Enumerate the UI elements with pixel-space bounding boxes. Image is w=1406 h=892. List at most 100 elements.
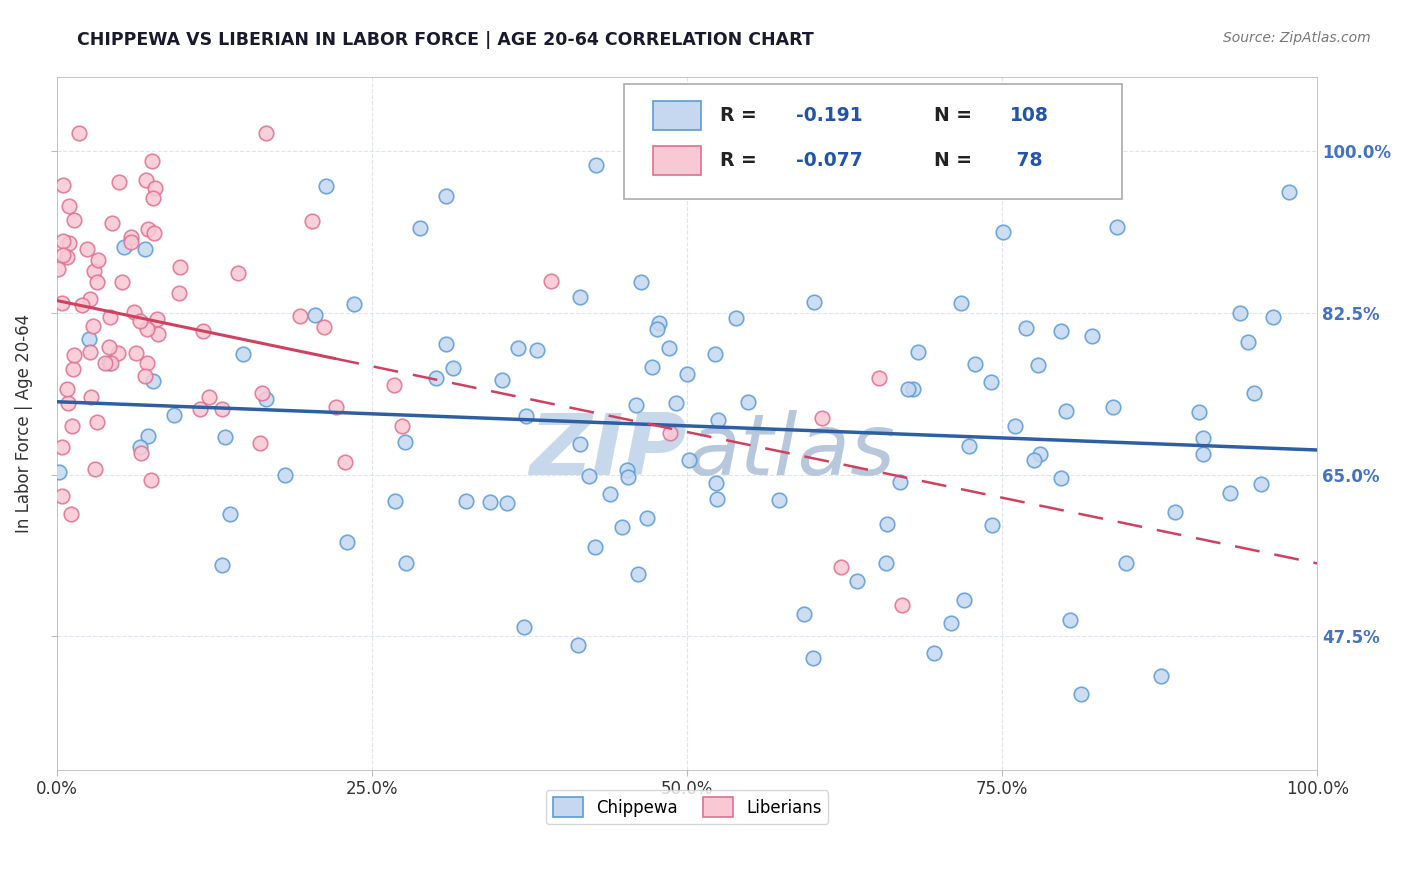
Point	[304, 309, 326, 323]
Point	[100, 356, 122, 370]
Point	[991, 226, 1014, 240]
Text: N =: N =	[934, 151, 979, 170]
Point	[214, 430, 236, 444]
Point	[143, 227, 166, 241]
Point	[86, 415, 108, 429]
Point	[678, 453, 700, 467]
Point	[1229, 306, 1251, 320]
Point	[1261, 310, 1284, 325]
Point	[897, 382, 920, 396]
Point	[188, 402, 211, 417]
Point	[1054, 403, 1077, 417]
Bar	[654, 101, 702, 130]
Point	[142, 375, 165, 389]
Point	[436, 188, 458, 202]
Point	[1059, 614, 1081, 628]
Point	[434, 337, 457, 351]
Point	[676, 367, 699, 381]
Point	[129, 441, 152, 455]
Point	[141, 154, 163, 169]
Point	[142, 191, 165, 205]
Point	[97, 340, 120, 354]
Point	[395, 556, 418, 570]
Point	[610, 520, 633, 534]
Point	[384, 377, 406, 392]
Point	[963, 357, 986, 371]
Point	[513, 620, 536, 634]
Point	[218, 507, 240, 521]
Point	[425, 370, 447, 384]
Point	[120, 230, 142, 244]
Point	[134, 243, 156, 257]
Point	[62, 362, 84, 376]
Point	[97, 356, 120, 370]
Point	[336, 535, 359, 549]
Point	[79, 344, 101, 359]
Point	[55, 250, 77, 264]
Point	[704, 347, 727, 361]
Point	[167, 285, 190, 300]
Point	[901, 382, 924, 396]
Point	[146, 326, 169, 341]
Point	[135, 356, 157, 370]
Point	[540, 275, 562, 289]
Point	[875, 556, 897, 570]
Text: Source: ZipAtlas.com: Source: ZipAtlas.com	[1223, 31, 1371, 45]
Point	[1149, 669, 1171, 683]
Point	[76, 242, 98, 256]
Point	[135, 173, 157, 187]
Point	[1219, 486, 1241, 500]
Point	[48, 465, 70, 479]
Text: -0.191: -0.191	[796, 106, 862, 125]
Point	[83, 462, 105, 476]
Point	[658, 426, 681, 441]
Point	[1014, 321, 1036, 335]
Point	[980, 518, 1002, 533]
Point	[107, 346, 129, 360]
Point	[290, 309, 312, 323]
Point	[56, 395, 79, 409]
Point	[120, 235, 142, 250]
Point	[1049, 324, 1071, 338]
Text: N =: N =	[934, 106, 979, 125]
Point	[793, 607, 815, 622]
Text: 78: 78	[1010, 151, 1042, 170]
Point	[143, 181, 166, 195]
Point	[496, 496, 519, 510]
Point	[803, 294, 825, 309]
Point	[939, 615, 962, 630]
Point	[1250, 477, 1272, 491]
Point	[62, 213, 84, 227]
Point	[1115, 556, 1137, 570]
Point	[617, 470, 640, 484]
Point	[226, 266, 249, 280]
Point	[162, 408, 184, 422]
Legend: Chippewa, Liberians: Chippewa, Liberians	[546, 790, 828, 824]
Point	[59, 508, 82, 522]
Point	[1237, 335, 1260, 350]
Point	[1022, 453, 1045, 467]
Point	[706, 491, 728, 506]
Point	[60, 418, 83, 433]
Point	[636, 510, 658, 524]
Point	[491, 373, 513, 387]
Point	[100, 216, 122, 230]
Point	[1102, 400, 1125, 414]
Point	[112, 240, 135, 254]
Point	[891, 599, 914, 613]
Text: ZIP: ZIP	[530, 410, 688, 493]
Point	[957, 439, 980, 453]
Point	[79, 293, 101, 307]
Point	[876, 516, 898, 531]
Point	[301, 214, 323, 228]
Point	[325, 400, 347, 414]
Point	[645, 322, 668, 336]
Point	[314, 320, 336, 334]
Point	[1070, 687, 1092, 701]
Point	[211, 402, 233, 417]
Point	[134, 368, 156, 383]
Point	[111, 276, 134, 290]
Point	[907, 345, 929, 359]
Point	[169, 260, 191, 274]
Text: 108: 108	[1010, 106, 1049, 125]
